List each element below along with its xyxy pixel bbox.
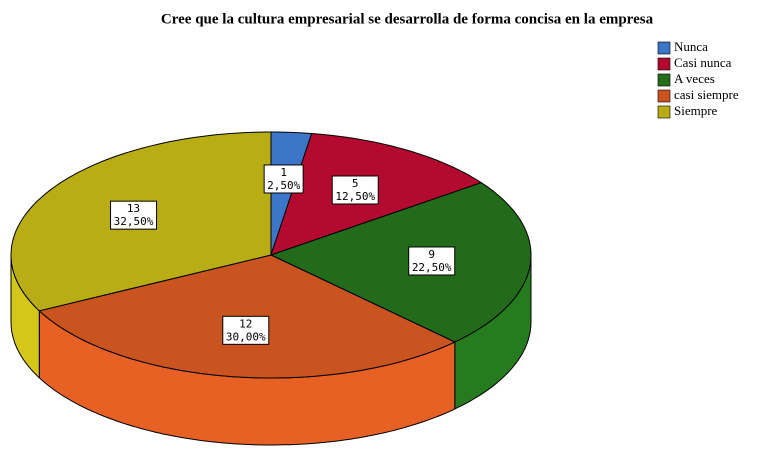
data-label-box (110, 200, 158, 230)
slice (269, 182, 532, 343)
data-label: 2,50% (267, 179, 300, 192)
legend-label: Siempre (674, 103, 718, 118)
data-label-box (222, 315, 270, 345)
legend-swatch (657, 105, 671, 119)
data-label: 5 (352, 177, 359, 190)
data-label-box (263, 164, 304, 194)
legend-swatch (657, 73, 671, 87)
data-label: 13 (127, 202, 140, 215)
data-label-box (408, 246, 456, 276)
legend-label: A veces (674, 71, 715, 86)
data-label: 32,50% (114, 215, 154, 228)
legend-label: Casi nunca (674, 55, 732, 70)
data-label-box (331, 175, 379, 205)
legend-label: Nunca (674, 39, 708, 54)
chart-title: Cree que la cultura empresarial se desar… (161, 11, 654, 27)
data-label: 12,50% (335, 190, 375, 203)
data-label: 22,50% (412, 261, 452, 274)
data-label: 1 (280, 166, 287, 179)
data-label: 9 (428, 248, 435, 261)
legend-swatch (657, 89, 671, 103)
legend-swatch (657, 57, 671, 71)
legend-label: casi siempre (674, 87, 739, 102)
legend-swatch (657, 41, 671, 55)
data-label: 30,00% (226, 330, 266, 343)
data-label: 12 (239, 317, 252, 330)
